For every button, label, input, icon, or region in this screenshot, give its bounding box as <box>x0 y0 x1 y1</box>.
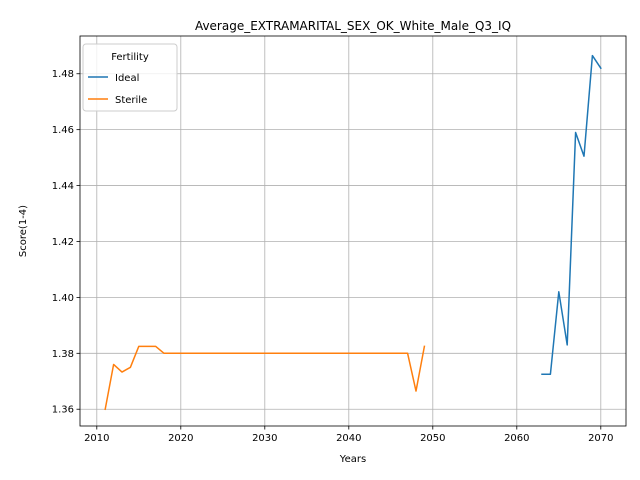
y-tick-label: 1.42 <box>52 237 74 248</box>
y-tick-label: 1.38 <box>52 349 74 360</box>
legend-label-sterile: Sterile <box>115 95 147 106</box>
y-tick-label: 1.36 <box>52 405 74 416</box>
legend-label-ideal: Ideal <box>115 73 139 84</box>
legend-box <box>82 43 178 112</box>
x-tick-label: 2030 <box>252 433 277 444</box>
y-tick-label: 1.40 <box>52 293 74 304</box>
legend-title: Fertility <box>111 52 149 63</box>
chart-title: Average_EXTRAMARITAL_SEX_OK_White_Male_Q… <box>195 19 511 33</box>
legend: Fertility Ideal Sterile <box>82 43 178 112</box>
y-tick-label: 1.48 <box>52 69 74 80</box>
x-tick-label: 2020 <box>168 433 193 444</box>
y-tick-label: 1.44 <box>52 181 74 192</box>
grid <box>80 36 626 426</box>
series-line-sterile <box>104 345 426 411</box>
y-tick-label: 1.46 <box>52 125 74 136</box>
x-axis-label: Years <box>339 454 366 465</box>
series-line-ideal <box>541 54 602 376</box>
x-tick-label: 2050 <box>420 433 445 444</box>
x-tick-label: 2040 <box>336 433 361 444</box>
y-axis-label: Score(1-4) <box>18 205 29 257</box>
x-tick-label: 2060 <box>504 433 529 444</box>
x-tick-label: 2070 <box>588 433 613 444</box>
x-tick-label: 2010 <box>84 433 109 444</box>
y-axis-ticks: 1.36 1.38 1.40 1.42 1.44 1.46 1.48 <box>52 69 80 416</box>
series-lines <box>104 54 602 411</box>
plot-area-frame <box>79 35 627 427</box>
x-axis-ticks: 2010 2020 2030 2040 2050 2060 2070 <box>84 426 614 444</box>
